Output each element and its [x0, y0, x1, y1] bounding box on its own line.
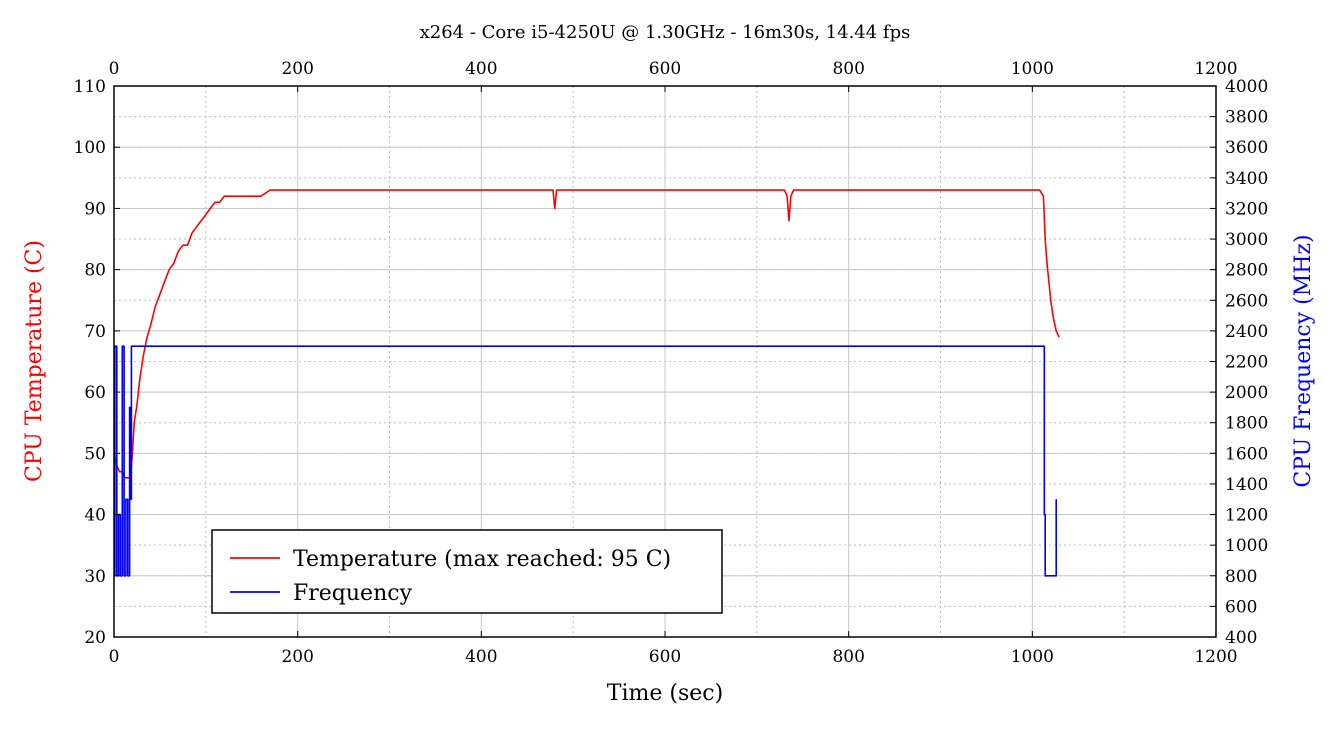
y-right-tick-label: 2800	[1225, 261, 1268, 281]
y-left-tick-label: 20	[84, 628, 106, 648]
x-tick-label: 800	[832, 647, 864, 667]
y-right-tick-label: 1600	[1225, 444, 1268, 464]
x-top-tick-label: 800	[832, 59, 864, 79]
y-right-tick-label: 600	[1225, 597, 1257, 617]
y-right-tick-label: 3800	[1225, 108, 1268, 128]
x-top-tick-label: 600	[649, 59, 681, 79]
chart-title: x264 - Core i5-4250U @ 1.30GHz - 16m30s,…	[420, 22, 911, 43]
x-top-tick-label: 1200	[1194, 59, 1237, 79]
y-right-tick-label: 1000	[1225, 536, 1268, 556]
y-left-tick-label: 50	[84, 444, 106, 464]
y-right-tick-label: 400	[1225, 628, 1257, 648]
y-right-tick-label: 2000	[1225, 383, 1268, 403]
legend-box	[211, 529, 723, 614]
x-tick-label: 600	[649, 647, 681, 667]
legend: Temperature (max reached: 95 C) Frequenc…	[211, 529, 723, 614]
y-right-tick-label: 1200	[1225, 506, 1268, 526]
y-left-tick-label: 30	[84, 567, 106, 587]
temperature-series-line	[113, 189, 1060, 479]
y-right-tick-label: 2400	[1225, 322, 1268, 342]
y-left-tick-label: 80	[84, 261, 106, 281]
y-left-tick-label: 110	[74, 77, 106, 97]
x-top-tick-label: 1000	[1011, 59, 1054, 79]
legend-label-frequency: Frequency	[293, 581, 413, 606]
x-top-tick-label: 0	[109, 59, 120, 79]
x-tick-label: 400	[465, 647, 497, 667]
x-top-tick-label: 400	[465, 59, 497, 79]
y-right-tick-label: 2200	[1225, 353, 1268, 373]
plot-area	[113, 189, 1060, 577]
y-left-tick-label: 90	[84, 199, 106, 219]
y-left-tick-label: 100	[74, 138, 106, 158]
y-left-tick-label: 70	[84, 322, 106, 342]
x-tick-label: 1000	[1011, 647, 1054, 667]
legend-label-temperature: Temperature (max reached: 95 C)	[293, 547, 671, 572]
y-right-tick-label: 3200	[1225, 199, 1268, 219]
y-right-tick-label: 1400	[1225, 475, 1268, 495]
x-tick-label: 200	[281, 647, 313, 667]
x-tick-label: 1200	[1194, 647, 1237, 667]
y-axis-right-title: CPU Frequency (MHz)	[1291, 234, 1316, 487]
y-right-tick-label: 3600	[1225, 138, 1268, 158]
y-right-tick-label: 2600	[1225, 291, 1268, 311]
y-left-tick-label: 40	[84, 506, 106, 526]
y-axis-left-title: CPU Temperature (C)	[22, 240, 47, 482]
y-right-tick-label: 3400	[1225, 169, 1268, 189]
x-tick-label: 0	[109, 647, 120, 667]
x-axis-title: Time (sec)	[607, 681, 723, 706]
y-right-tick-label: 3000	[1225, 230, 1268, 250]
x-top-tick-label: 200	[281, 59, 313, 79]
y-right-tick-label: 4000	[1225, 77, 1268, 97]
y-right-tick-label: 800	[1225, 567, 1257, 587]
y-left-tick-label: 60	[84, 383, 106, 403]
axis-ticks: 0 200 400 600 800 1000 1200 0 200 400 600 800 1000 12…	[74, 59, 1269, 667]
y-right-tick-label: 1800	[1225, 414, 1268, 434]
